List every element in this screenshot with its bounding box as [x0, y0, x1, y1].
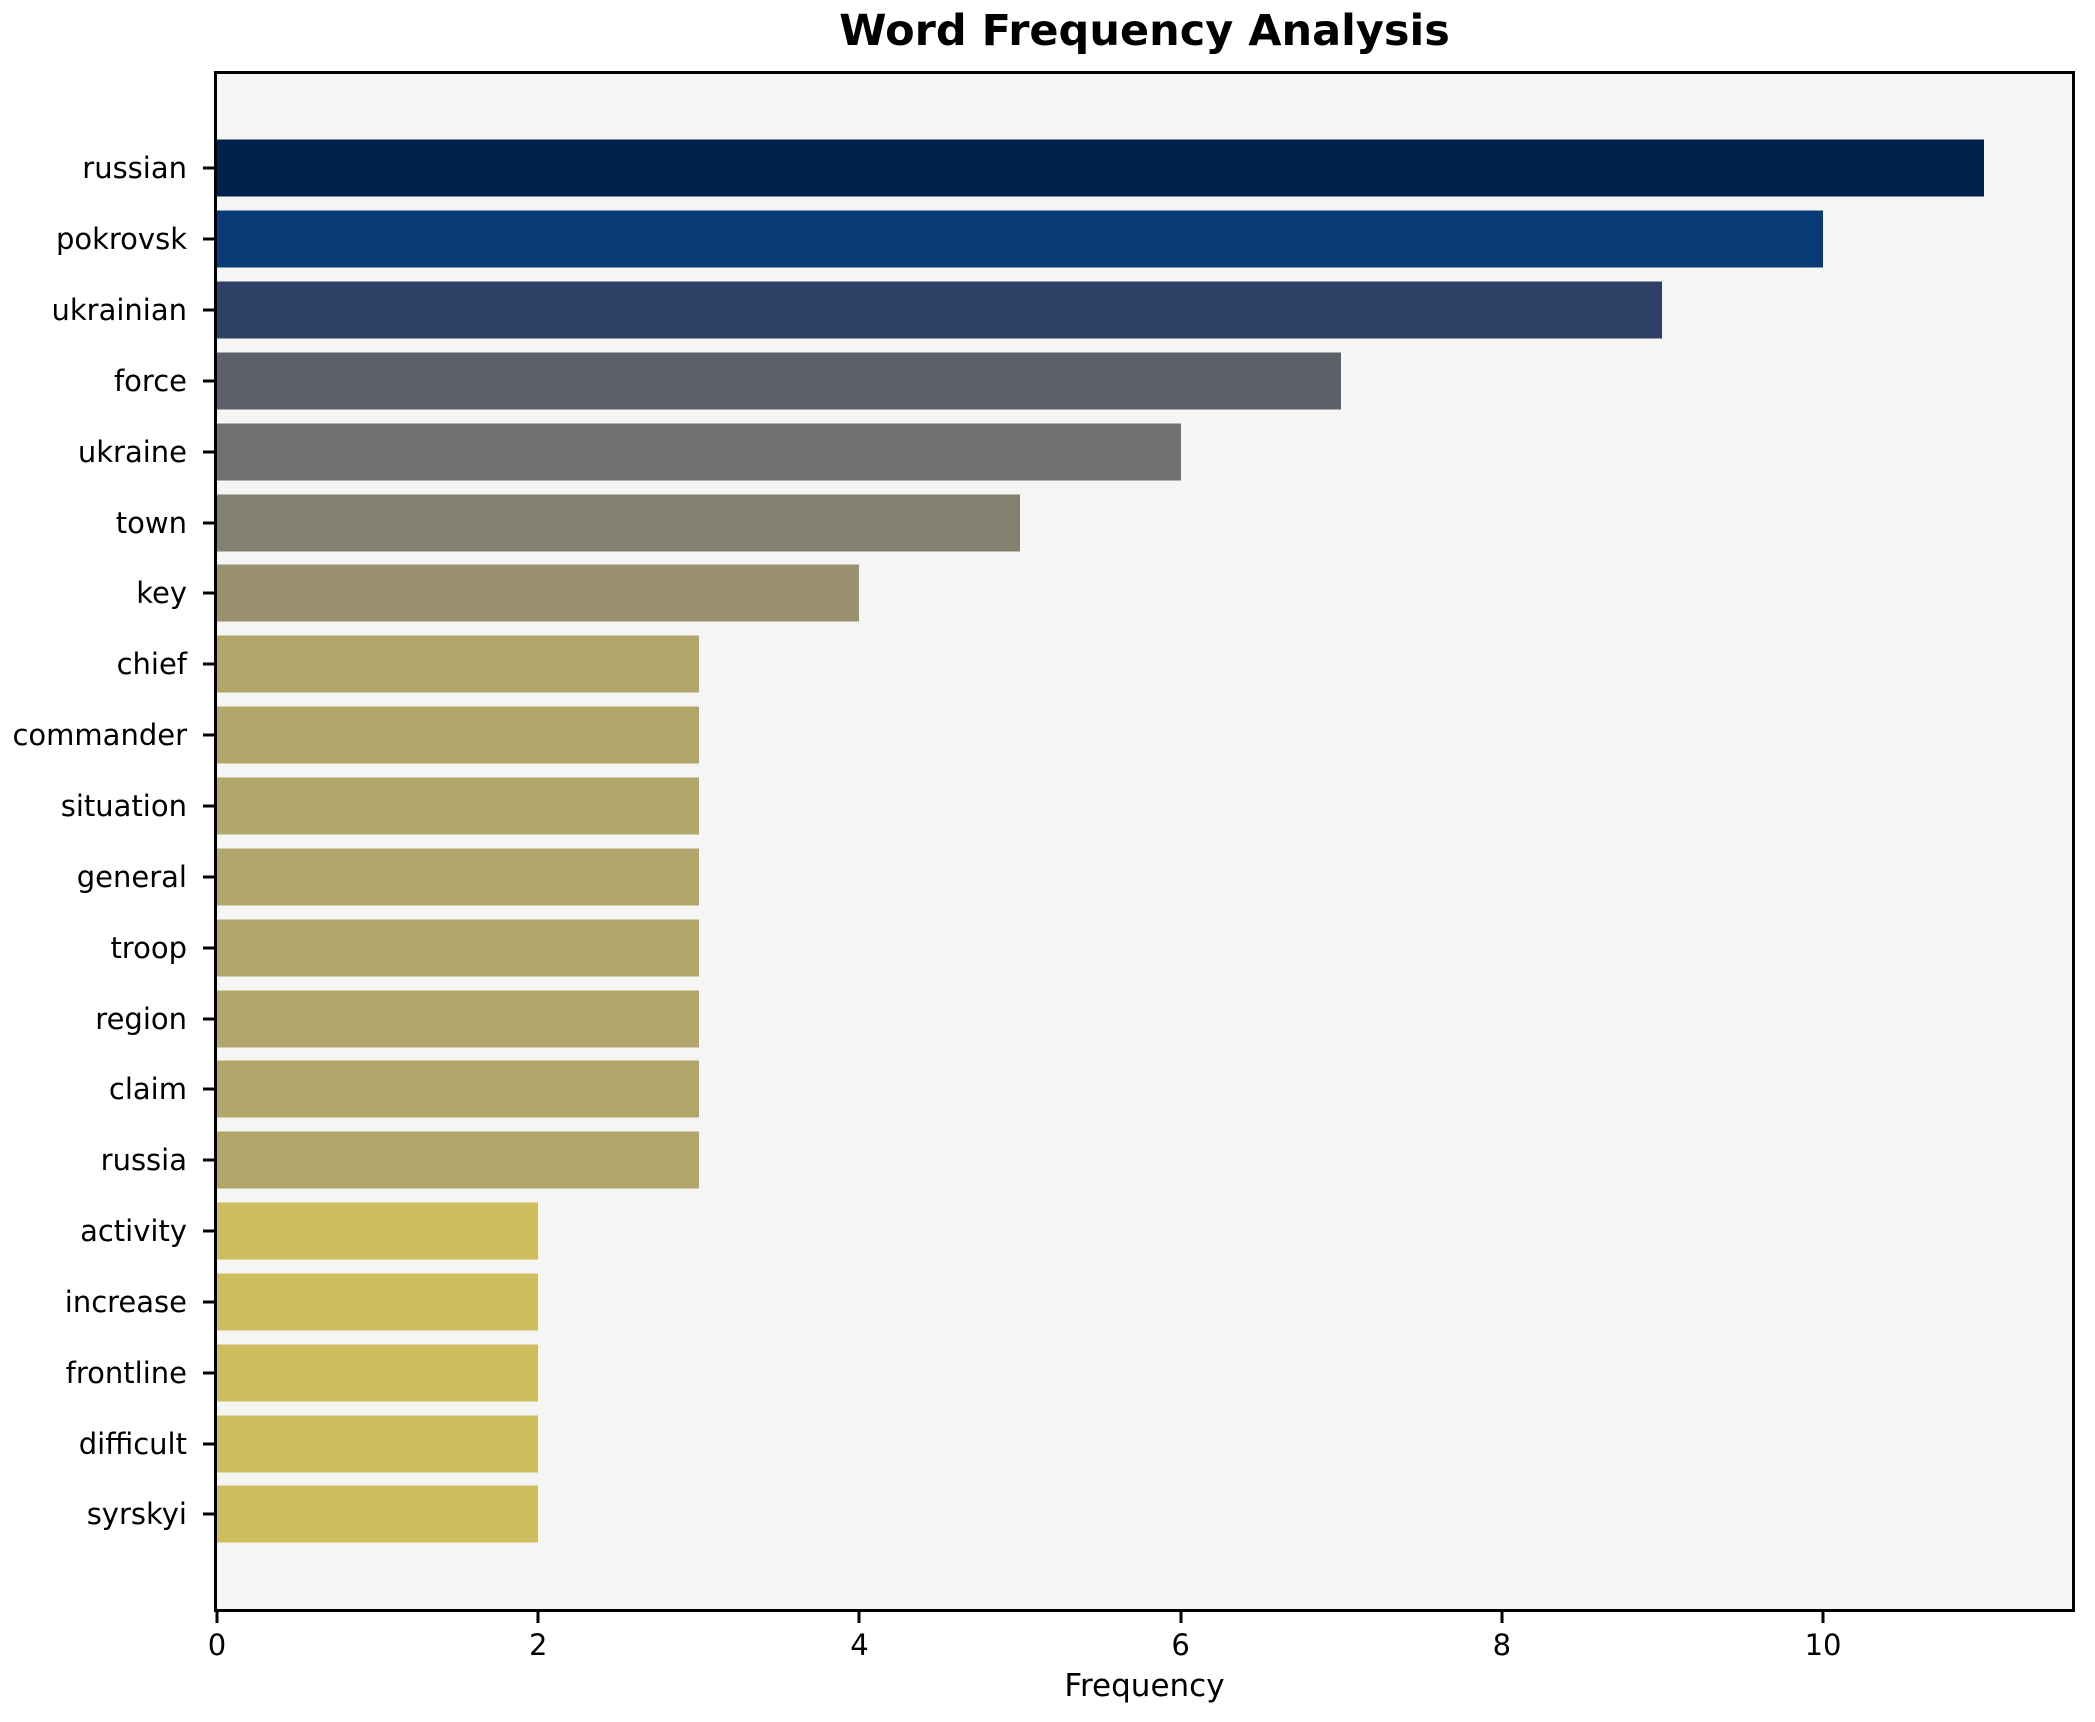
- y-tick-mark: [203, 1300, 214, 1304]
- y-tick-mark: [203, 450, 214, 454]
- y-tick-label-troop: troop: [110, 930, 187, 965]
- y-tick-label-syrskyi: syrskyi: [86, 1497, 187, 1532]
- bar-row: russian: [82, 133, 2072, 204]
- bar-frontline: [217, 1344, 539, 1402]
- y-tick-mark: [203, 875, 214, 879]
- y-tick-label-region: region: [95, 1001, 187, 1036]
- y-tick-label-claim: claim: [108, 1072, 187, 1107]
- bar-pokrovsk: [217, 210, 1824, 268]
- y-tick-mark: [203, 1512, 214, 1516]
- y-tick-label-commander: commander: [12, 718, 187, 753]
- y-tick-label-pokrovsk: pokrovsk: [55, 222, 187, 257]
- y-tick-mark: [203, 308, 214, 312]
- y-tick-label-russia: russia: [100, 1143, 187, 1178]
- bar-russia: [217, 1131, 699, 1189]
- y-tick-label-difficult: difficult: [78, 1426, 187, 1461]
- x-tick-label-6: 6: [1171, 1628, 1190, 1662]
- y-tick-mark: [203, 1087, 214, 1091]
- bar-row: region: [95, 983, 2072, 1054]
- bar-row: russia: [101, 1125, 2072, 1196]
- x-tick-label-10: 10: [1804, 1628, 1842, 1662]
- bar-row: increase: [65, 1267, 2072, 1338]
- bar-difficult: [217, 1415, 539, 1473]
- y-tick-label-town: town: [115, 505, 187, 540]
- y-tick-mark: [203, 1442, 214, 1446]
- bar-region: [217, 990, 699, 1048]
- y-tick-mark: [203, 1017, 214, 1021]
- y-tick-mark: [203, 804, 214, 808]
- x-tick-label-2: 2: [528, 1628, 548, 1662]
- x-tick-mark: [536, 1612, 540, 1623]
- bar-row: difficult: [79, 1408, 2072, 1479]
- bar-chief: [217, 635, 699, 693]
- y-tick-mark: [203, 521, 214, 525]
- bar-row: situation: [61, 771, 2072, 842]
- bar-row: troop: [110, 912, 2072, 983]
- bar-ukrainian: [217, 281, 1663, 339]
- y-tick-label-chief: chief: [116, 647, 187, 682]
- x-tick-mark: [1179, 1612, 1183, 1623]
- bar-row: frontline: [66, 1337, 2072, 1408]
- x-tick-mark: [1821, 1612, 1825, 1623]
- bar-row: syrskyi: [87, 1479, 2072, 1550]
- y-tick-label-force: force: [113, 363, 187, 398]
- y-tick-label-ukrainian: ukrainian: [51, 293, 187, 328]
- bar-row: force: [114, 346, 2072, 417]
- y-tick-mark: [203, 946, 214, 950]
- y-tick-mark: [203, 379, 214, 383]
- bar-row: pokrovsk: [56, 204, 2072, 275]
- bar-claim: [217, 1060, 699, 1118]
- bar-russian: [217, 139, 1984, 197]
- bar-force: [217, 352, 1342, 410]
- y-tick-label-general: general: [76, 859, 187, 894]
- x-tick-label-8: 8: [1492, 1628, 1512, 1662]
- bar-situation: [217, 777, 699, 835]
- bar-row: key: [136, 558, 2072, 629]
- y-tick-label-key: key: [136, 576, 187, 611]
- bar-commander: [217, 706, 699, 764]
- x-tick-mark: [1500, 1612, 1504, 1623]
- y-tick-label-situation: situation: [60, 789, 187, 824]
- y-tick-label-ukraine: ukraine: [77, 434, 187, 469]
- y-tick-mark: [203, 1229, 214, 1233]
- bar-row: chief: [117, 629, 2072, 700]
- bar-troop: [217, 919, 699, 977]
- chart-title: Word Frequency Analysis: [839, 6, 1450, 56]
- bar-syrskyi: [217, 1485, 539, 1543]
- x-axis-label: Frequency: [1064, 1668, 1225, 1704]
- bar-activity: [217, 1202, 539, 1260]
- y-tick-label-increase: increase: [64, 1284, 187, 1319]
- y-tick-label-activity: activity: [80, 1214, 187, 1249]
- y-tick-mark: [203, 591, 214, 595]
- y-tick-mark: [203, 733, 214, 737]
- bar-row: activity: [80, 1196, 2072, 1267]
- y-tick-mark: [203, 237, 214, 241]
- bar-row: claim: [109, 1054, 2072, 1125]
- y-tick-label-russian: russian: [82, 151, 187, 186]
- y-tick-mark: [203, 662, 214, 666]
- x-tick-label-0: 0: [207, 1628, 227, 1662]
- bar-increase: [217, 1273, 539, 1331]
- bar-row: commander: [12, 700, 2072, 771]
- plot-area: russian pokrovsk ukrainian force ukraine town…: [12, 71, 2075, 1662]
- y-tick-label-frontline: frontline: [65, 1355, 187, 1390]
- x-tick-mark: [857, 1612, 861, 1623]
- bar-row: ukraine: [78, 416, 2072, 487]
- x-tick-label-4: 4: [850, 1628, 869, 1662]
- bar-town: [217, 494, 1021, 552]
- bar-ukraine: [217, 423, 1181, 481]
- bar-general: [217, 848, 699, 906]
- bar-key: [217, 564, 860, 622]
- bar-row: general: [77, 841, 2072, 912]
- bar-row: ukrainian: [51, 275, 2072, 346]
- y-tick-mark: [203, 166, 214, 170]
- y-tick-mark: [203, 1158, 214, 1162]
- bar-row: town: [116, 487, 2072, 558]
- bars-container: russian pokrovsk ukrainian force ukraine town…: [12, 74, 2072, 1609]
- y-tick-mark: [203, 1371, 214, 1375]
- x-tick-mark: [215, 1612, 219, 1623]
